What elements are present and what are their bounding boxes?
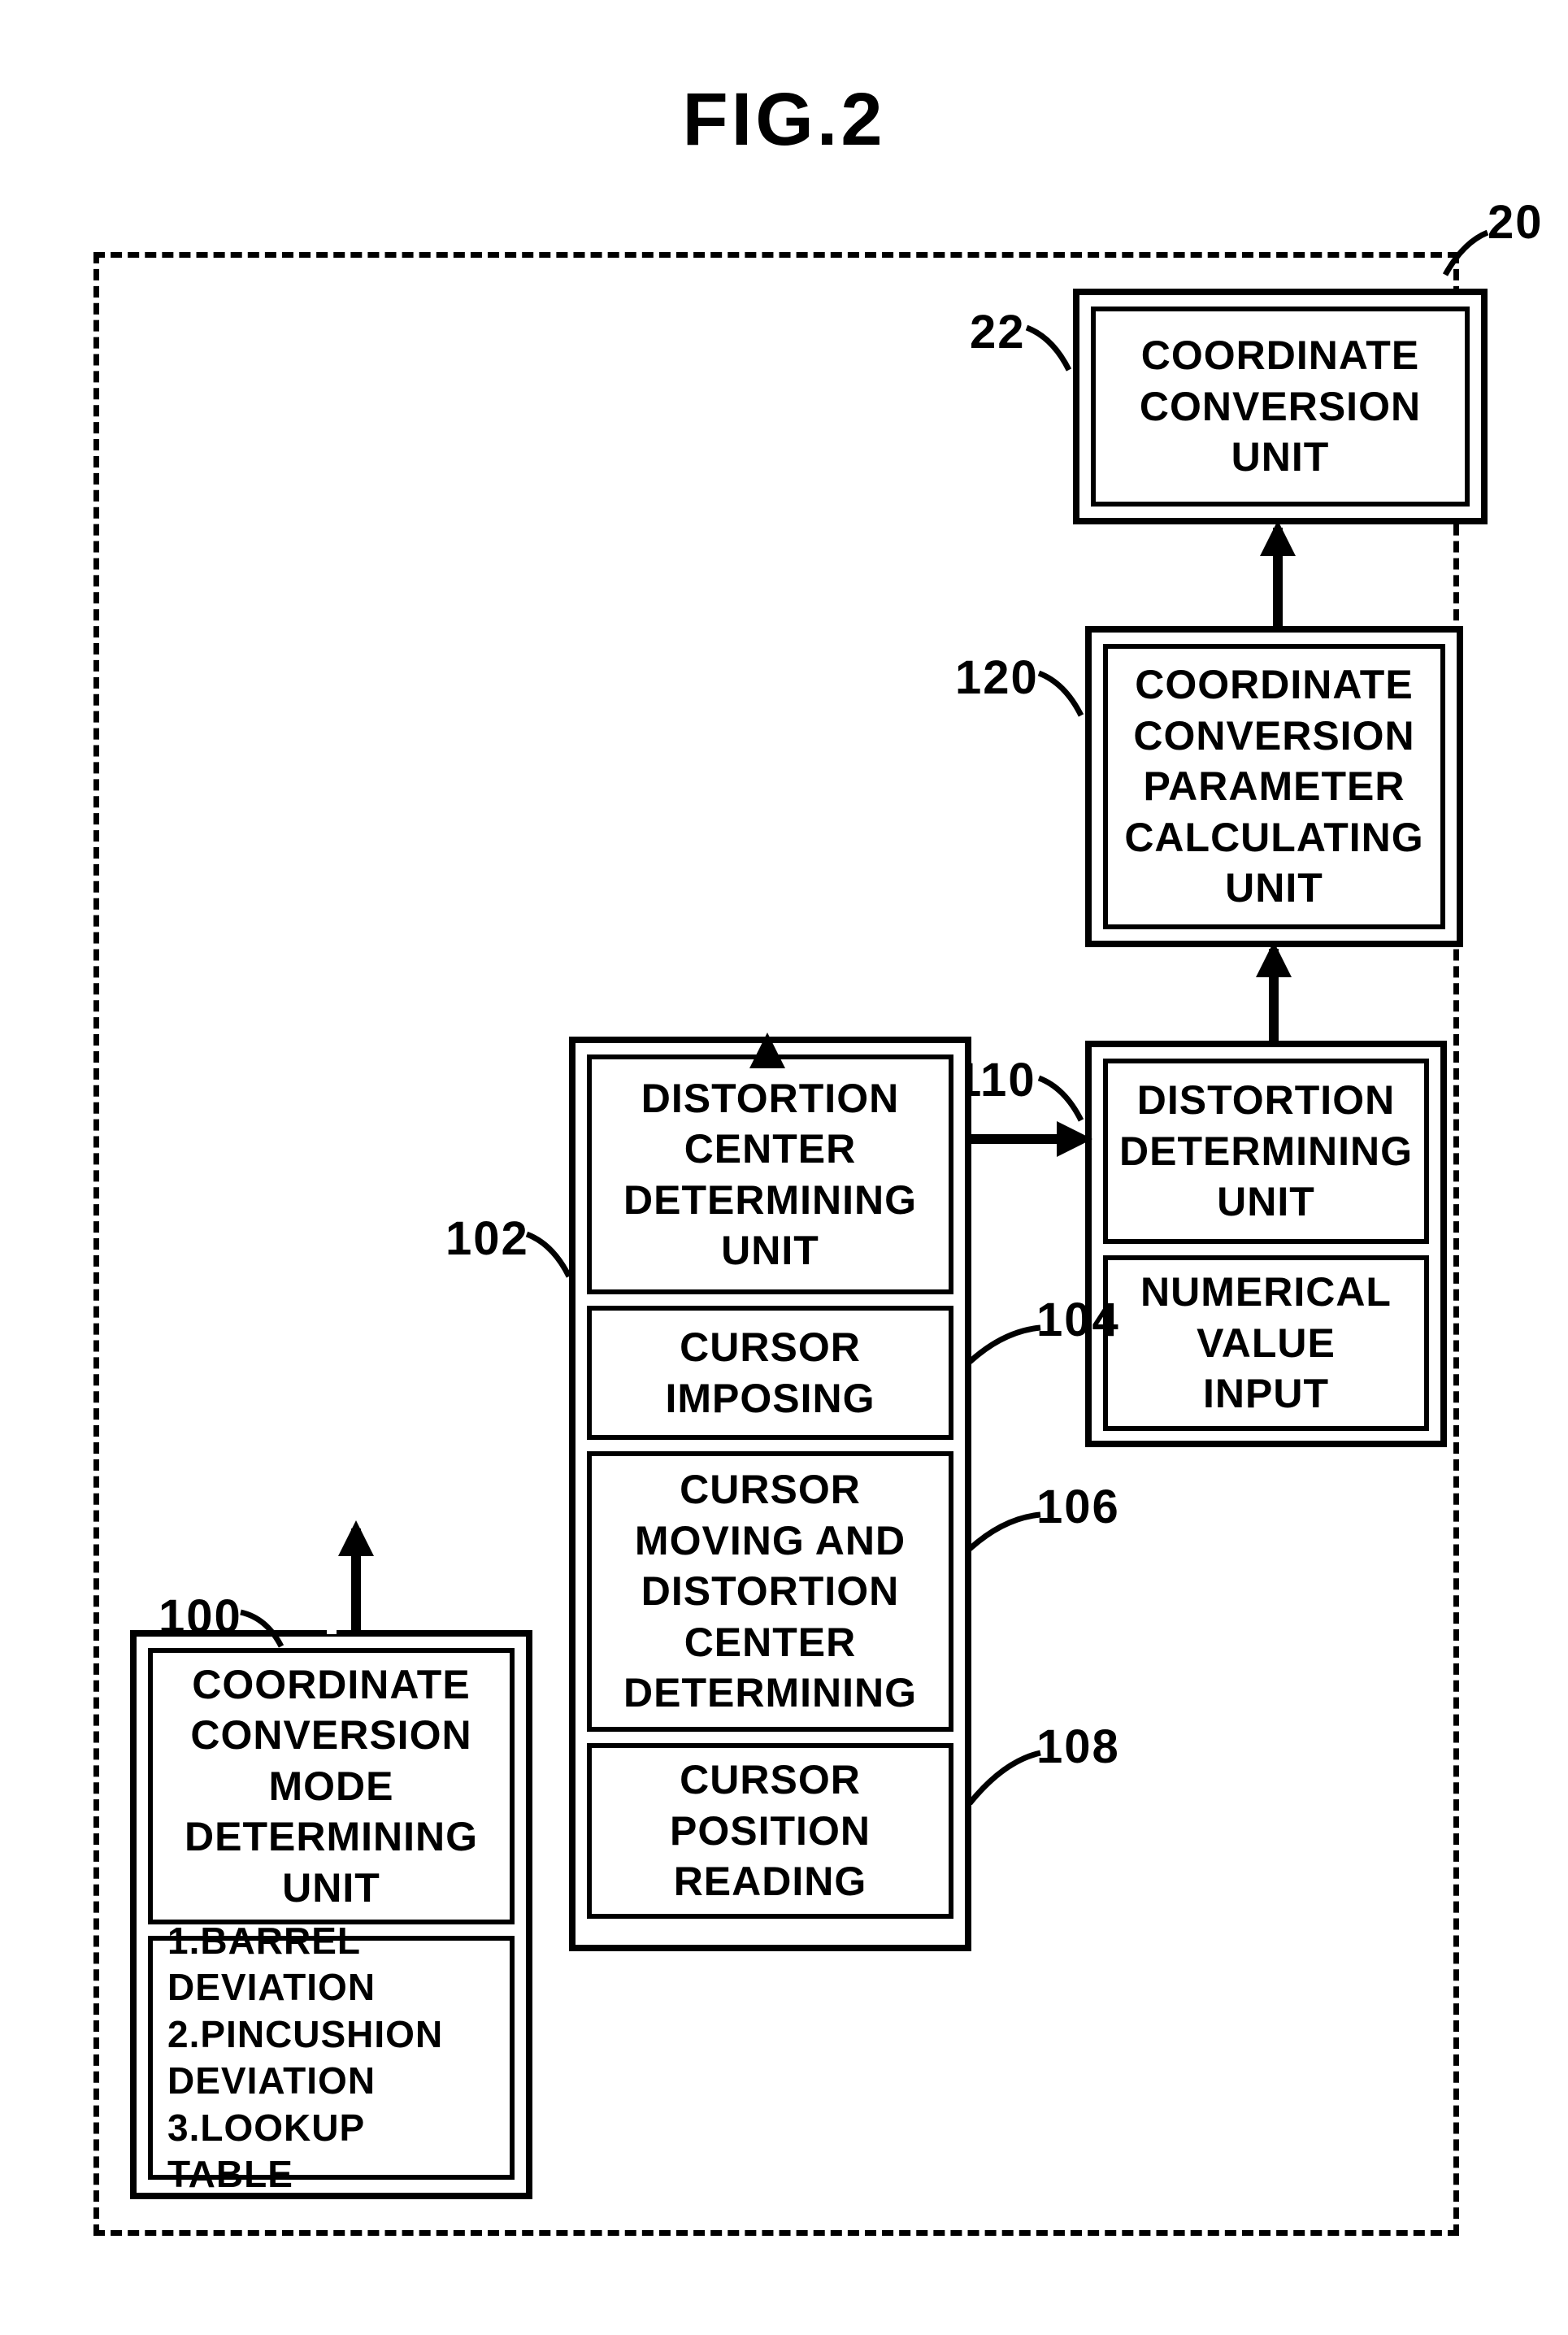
box-coord-conversion-unit: COORDINATE CONVERSION UNIT bbox=[1091, 307, 1470, 507]
box-cursor-moving-center: CURSOR MOVING AND DISTORTION CENTER DETE… bbox=[587, 1451, 953, 1732]
box-coord-conv-param-calc: COORDINATE CONVERSION PARAMETER CALCULAT… bbox=[1103, 644, 1445, 929]
box-numerical-value-input: NUMERICAL VALUE INPUT bbox=[1103, 1255, 1429, 1431]
ref-102-leader bbox=[520, 1228, 577, 1285]
box-110-outer: DISTORTION DETERMINING UNIT NUMERICAL VA… bbox=[1085, 1041, 1447, 1447]
box-deviation-list: 1.BARREL DEVIATION 2.PINCUSHION DEVIATIO… bbox=[148, 1936, 515, 2180]
box-cursor-imposing: CURSOR IMPOSING bbox=[587, 1306, 953, 1440]
box-cursor-position-reading: CURSOR POSITION READING bbox=[587, 1743, 953, 1919]
ref-108-leader bbox=[963, 1746, 1045, 1811]
box-distortion-determining: DISTORTION DETERMINING UNIT bbox=[1103, 1059, 1429, 1244]
arrow-120-to-22-head bbox=[1260, 520, 1296, 556]
ref-22-leader bbox=[1020, 321, 1077, 378]
figure-title: FIG.2 bbox=[0, 77, 1568, 163]
ref-104-leader bbox=[963, 1321, 1045, 1370]
ref-102-label: 102 bbox=[445, 1211, 529, 1266]
ref-20-leader bbox=[1439, 226, 1496, 283]
ref-106-label: 106 bbox=[1036, 1480, 1120, 1534]
ref-22-label: 22 bbox=[970, 305, 1026, 359]
box-coord-conv-param-calc-outer: COORDINATE CONVERSION PARAMETER CALCULAT… bbox=[1085, 626, 1463, 947]
arrow-100-up-head bbox=[338, 1520, 374, 1556]
box-coord-conversion-unit-outer: COORDINATE CONVERSION UNIT bbox=[1073, 289, 1488, 524]
arrow-110-to-120-head bbox=[1256, 941, 1292, 977]
ref-106-leader bbox=[963, 1508, 1045, 1557]
ref-110-leader bbox=[1032, 1072, 1089, 1128]
box-100-outer: COORDINATE CONVERSION MODE DETERMINING U… bbox=[130, 1630, 532, 2199]
arrow-102-to-110 bbox=[971, 1134, 1069, 1144]
ref-100-leader bbox=[234, 1606, 291, 1655]
arrow-100-to-102-head bbox=[749, 1033, 785, 1068]
ref-120-label: 120 bbox=[955, 650, 1039, 705]
ref-120-leader bbox=[1032, 667, 1089, 724]
ref-20-label: 20 bbox=[1488, 195, 1544, 250]
box-coord-conv-mode-determining: COORDINATE CONVERSION MODE DETERMINING U… bbox=[148, 1648, 515, 1924]
ref-108-label: 108 bbox=[1036, 1720, 1120, 1774]
box-102-outer: DISTORTION CENTER DETERMINING UNIT CURSO… bbox=[569, 1037, 971, 1951]
box-distortion-center-determining: DISTORTION CENTER DETERMINING UNIT bbox=[587, 1054, 953, 1294]
ref-100-label: 100 bbox=[159, 1589, 242, 1644]
ref-104-label: 104 bbox=[1036, 1293, 1120, 1347]
arrow-102-to-110-head bbox=[1057, 1121, 1092, 1157]
